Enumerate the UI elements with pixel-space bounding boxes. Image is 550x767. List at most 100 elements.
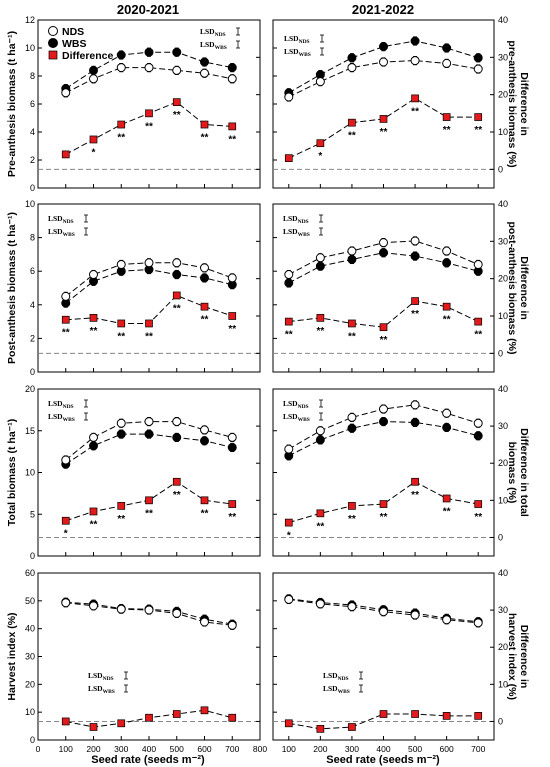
- y-tick-label: 0: [30, 551, 35, 561]
- difference-point: [316, 725, 325, 733]
- wbs-point: [284, 278, 294, 288]
- y-tick-label: 50: [25, 596, 35, 606]
- difference-point: [284, 518, 293, 527]
- wbs-point: [442, 258, 452, 268]
- wbs-point: [116, 429, 126, 439]
- wbs-point: [315, 261, 325, 271]
- difference-point: [316, 139, 325, 148]
- nds-point: [89, 432, 98, 442]
- x-tick-label: 700: [471, 744, 485, 754]
- lsd-label-main: LSD: [200, 27, 215, 36]
- y2-tick-label: 30: [498, 236, 508, 246]
- nds-point: [315, 599, 325, 609]
- wbs-point: [144, 47, 154, 57]
- nds-point: [347, 63, 357, 73]
- lsd-label-sub: WBS: [215, 45, 227, 51]
- difference-point: [474, 712, 483, 720]
- y2-axis-label: Difference inharvest index (%): [506, 613, 530, 700]
- difference-point: [411, 297, 419, 305]
- plot-frame: [37, 203, 261, 373]
- nds-point: [473, 618, 483, 628]
- wbs-point: [227, 442, 237, 452]
- wbs-point: [227, 63, 237, 73]
- y-tick-label: 10: [25, 43, 35, 53]
- lsd-label-sub: WBS: [338, 689, 350, 695]
- x-tick-label: 0: [36, 744, 41, 754]
- y-axis-label: Post-anthesis biomass (t ha⁻¹): [6, 212, 18, 364]
- significance-mark: **: [348, 131, 356, 142]
- nds-point: [379, 238, 388, 248]
- nds-point: [227, 74, 237, 84]
- significance-mark: **: [228, 324, 236, 335]
- lsd-label-sub: WBS: [63, 232, 75, 238]
- nds-point: [144, 605, 154, 615]
- difference-point: [89, 135, 98, 144]
- y-tick-label: 8: [30, 71, 35, 81]
- legend-difference-label: Difference: [62, 50, 114, 62]
- nds-point: [200, 68, 209, 78]
- difference-point: [145, 713, 153, 722]
- panel-0-1: 0 10 20 30 40 Difference inpre-anthesis bioma…: [272, 15, 530, 189]
- lsd-label-main: LSD: [48, 399, 63, 408]
- nds-point: [144, 258, 154, 268]
- y2-axis-label: Difference inpost-anthesis biomass (%): [506, 221, 530, 354]
- x-tick-label: 400: [142, 744, 156, 754]
- x-tick-label: 500: [408, 744, 422, 754]
- legend-difference-marker: [48, 50, 58, 60]
- nds-point: [116, 604, 126, 614]
- x-tick-label: 400: [376, 744, 390, 754]
- lsd-label: LSDWBS: [48, 227, 75, 238]
- lsd-label-sub: WBS: [299, 52, 311, 58]
- x-tick-label: 600: [440, 744, 454, 754]
- plot-frame: [37, 388, 261, 557]
- nds-point: [227, 273, 237, 283]
- nds-point: [116, 259, 126, 269]
- lsd-label-sub: WBS: [63, 417, 75, 423]
- y2-tick-label: 0: [498, 348, 503, 358]
- lsd-label: LSDNDS: [323, 671, 349, 682]
- y2-tick-label: 10: [498, 311, 508, 321]
- lsd-label: LSDWBS: [284, 47, 311, 58]
- significance-mark: **: [201, 133, 209, 144]
- y2-tick-label: 40: [498, 199, 508, 209]
- lsd-label-sub: NDS: [63, 219, 74, 225]
- difference-point: [172, 710, 181, 718]
- x-tick-label: 700: [225, 744, 239, 754]
- wbs-point: [172, 432, 182, 442]
- significance-mark: **: [380, 335, 388, 346]
- lsd-label-main: LSD: [323, 671, 338, 680]
- lsd-label-sub: NDS: [103, 676, 114, 682]
- legend-nds-marker: [48, 26, 58, 36]
- y2-tick-label: 10: [498, 495, 508, 505]
- difference-point: [172, 477, 181, 486]
- lsd-label: LSDWBS: [200, 40, 227, 51]
- nds-point: [89, 270, 98, 280]
- nds-point: [347, 602, 357, 612]
- x-tick-label: 100: [282, 744, 296, 754]
- lsd-label-main: LSD: [283, 227, 298, 236]
- significance-mark: **: [411, 106, 419, 117]
- x-tick-label: 300: [114, 744, 128, 754]
- significance-mark: **: [90, 326, 98, 337]
- significance-mark: **: [443, 315, 451, 326]
- difference-point: [316, 314, 325, 322]
- difference-point: [284, 719, 293, 728]
- lsd-label-main: LSD: [88, 671, 103, 680]
- significance-mark: *: [64, 529, 68, 540]
- y-tick-label: 8: [30, 233, 35, 243]
- y-tick-label: 4: [30, 127, 35, 137]
- significance-mark: **: [201, 508, 209, 519]
- y2-tick-label: 30: [498, 52, 508, 62]
- significance-mark: **: [443, 125, 451, 136]
- lsd-label: LSDWBS: [283, 412, 310, 423]
- lsd-label-sub: NDS: [63, 404, 74, 410]
- significance-mark: **: [117, 514, 125, 525]
- difference-point: [442, 302, 451, 311]
- y2-axis-label-line: Difference in: [518, 625, 530, 689]
- y2-tick-label: 40: [498, 568, 508, 578]
- significance-mark: **: [348, 514, 356, 525]
- lsd-label: LSDWBS: [88, 684, 115, 695]
- plot-frame: [272, 203, 495, 373]
- nds-point: [89, 74, 98, 84]
